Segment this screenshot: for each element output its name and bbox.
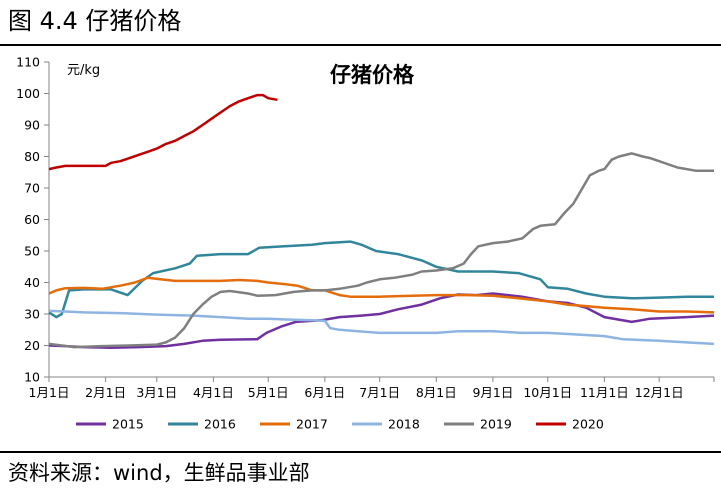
x-axis: 1月1日 2月1日 3月1日 4月1日 5月1日 6月1日 7月1日 8月1日 9月1日 10月1…: [29, 376, 715, 400]
source-note: 资料来源：wind，生鲜品事业部: [8, 461, 310, 485]
legend-label-2020: 2020: [572, 417, 604, 432]
y-axis-unit-label: 元/kg: [67, 63, 100, 78]
chart-title: 仔猪价格: [330, 63, 415, 87]
y-tick-label: 80: [24, 149, 40, 164]
x-tick-label: 7月1日: [359, 385, 400, 400]
price-line-chart: 仔猪价格 元/kg 10 20 30 40 50 60 70 80 90 100 110 1月1日 2…: [16, 55, 715, 432]
legend-label-2017: 2017: [296, 417, 328, 432]
y-tick-label: 60: [24, 212, 40, 227]
y-tick-label: 40: [24, 275, 40, 290]
x-tick-label: 11月1日: [580, 385, 629, 400]
legend: 2015 2016 2017 2018 2019 2020: [76, 417, 604, 432]
header-rule: [0, 44, 721, 46]
series-lines: [48, 93, 715, 349]
series-line-2017: [48, 276, 715, 314]
x-tick-label: 5月1日: [248, 385, 289, 400]
y-tick-label: 10: [24, 370, 40, 385]
series-line-2015: [48, 292, 715, 349]
x-tick-label: 1月1日: [29, 385, 70, 400]
series-line-2016: [48, 240, 714, 319]
legend-label-2015: 2015: [112, 417, 144, 432]
y-tick-label: 50: [24, 244, 40, 259]
x-tick-label: 2月1日: [85, 385, 126, 400]
x-tick-label: 3月1日: [136, 385, 177, 400]
legend-label-2016: 2016: [204, 417, 236, 432]
x-tick-label: 10月1日: [523, 385, 572, 400]
y-tick-label: 100: [16, 86, 40, 101]
x-tick-label: 6月1日: [304, 385, 345, 400]
x-tick-label: 4月1日: [193, 385, 234, 400]
figure-title: 图 4.4 仔猪价格: [8, 7, 182, 35]
y-tick-label: 110: [16, 55, 40, 70]
y-tick-label: 70: [24, 181, 40, 196]
y-axis: 10 20 30 40 50 60 70 80 90 100 110: [16, 55, 50, 385]
footer-rule: [0, 451, 721, 453]
x-tick-label: 9月1日: [472, 385, 513, 400]
series-line-2020: [48, 93, 278, 171]
legend-label-2018: 2018: [388, 417, 420, 432]
legend-label-2019: 2019: [480, 417, 512, 432]
series-line-2018: [48, 309, 715, 346]
y-tick-label: 20: [24, 338, 40, 353]
y-tick-label: 30: [24, 307, 40, 322]
x-tick-label: 12月1日: [635, 385, 684, 400]
series-line-2019: [48, 152, 714, 349]
y-tick-label: 90: [24, 118, 40, 133]
x-tick-label: 8月1日: [416, 385, 457, 400]
